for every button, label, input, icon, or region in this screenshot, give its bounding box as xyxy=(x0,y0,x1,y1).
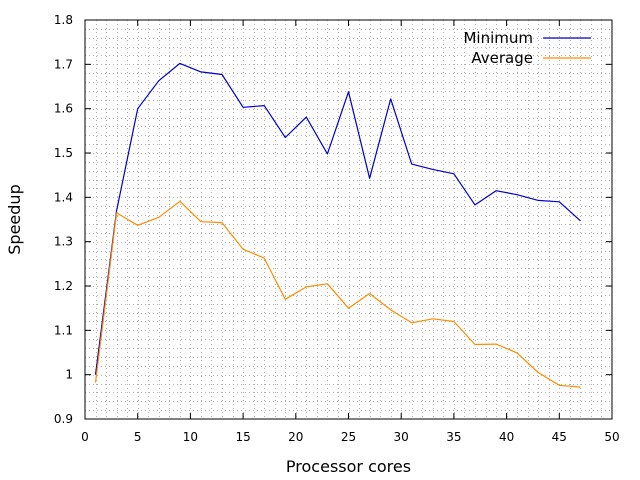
legend-label: Minimum xyxy=(463,29,533,47)
tick-labels: 0 5 10 15 20 25 30 35 40 45 50 0.9 1 1.1 1.2 1.3 1.4 1.5 1… xyxy=(54,13,620,444)
legend-item-minimum: Minimum xyxy=(463,29,591,47)
x-tick-label: 5 xyxy=(134,430,142,444)
x-tick-label: 40 xyxy=(499,430,514,444)
x-axis-label: Processor cores xyxy=(286,457,411,476)
series-lines xyxy=(94,62,581,388)
x-tick-label: 45 xyxy=(552,430,567,444)
x-tick-label: 10 xyxy=(183,430,198,444)
y-axis-label: Speedup xyxy=(5,184,24,254)
grid xyxy=(85,20,612,419)
x-tick-label: 0 xyxy=(81,430,89,444)
y-tick-label: 1.2 xyxy=(54,279,73,293)
y-tick-label: 0.9 xyxy=(54,412,73,426)
y-tick-label: 1.4 xyxy=(54,190,73,204)
x-tick-label: 30 xyxy=(394,430,409,444)
series-line-average xyxy=(94,200,581,388)
y-tick-label: 1.3 xyxy=(54,235,73,249)
legend-item-average: Average xyxy=(471,49,591,67)
y-tick-label: 1.7 xyxy=(54,57,73,71)
x-tick-label: 20 xyxy=(288,430,303,444)
x-tick-label: 25 xyxy=(341,430,356,444)
x-tick-label: 35 xyxy=(446,430,461,444)
y-tick-label: 1 xyxy=(65,368,73,382)
series-line-minimum xyxy=(94,62,581,375)
legend-label: Average xyxy=(471,49,533,67)
y-tick-label: 1.1 xyxy=(54,323,73,337)
axis-ticks xyxy=(84,19,613,420)
plot-frame xyxy=(84,19,613,420)
y-tick-label: 1.6 xyxy=(54,102,73,116)
x-tick-label: 50 xyxy=(604,430,619,444)
y-tick-label: 1.8 xyxy=(54,13,73,27)
y-tick-label: 1.5 xyxy=(54,146,73,160)
legend: Minimum Average xyxy=(463,29,591,67)
x-tick-label: 15 xyxy=(235,430,250,444)
